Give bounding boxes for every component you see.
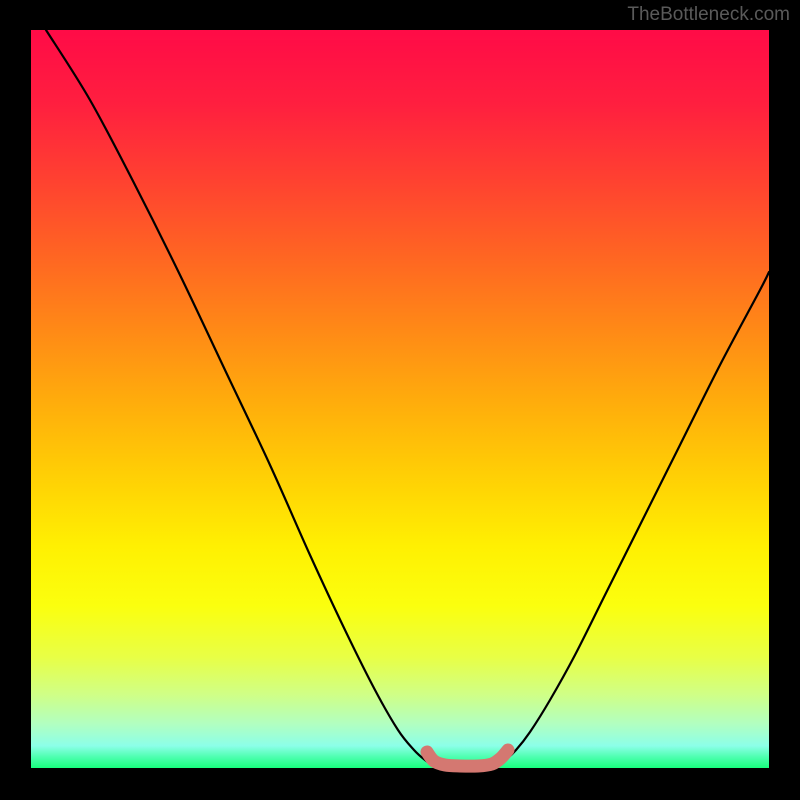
- bottom-marker: [427, 750, 508, 766]
- attribution-text: TheBottleneck.com: [627, 4, 790, 26]
- bottleneck-curve: [46, 30, 769, 767]
- curve-layer: [0, 0, 800, 800]
- plot-area: [31, 30, 769, 768]
- chart-stage: TheBottleneck.com: [0, 0, 800, 800]
